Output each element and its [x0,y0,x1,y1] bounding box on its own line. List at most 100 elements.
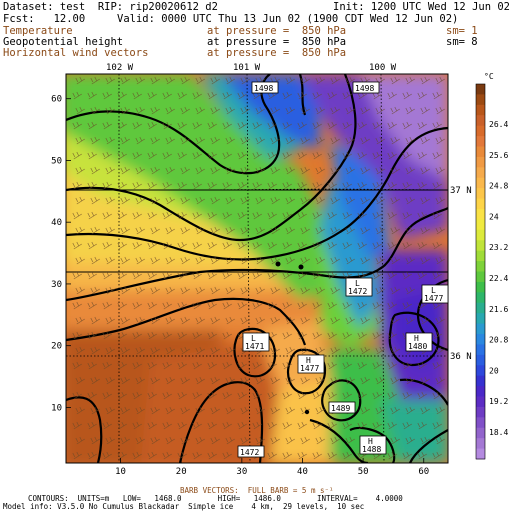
wind-barb [402,181,412,190]
wind-barb [207,151,217,160]
wind-barb [225,136,235,145]
wind-barb [267,301,277,310]
colorbar-swatch [476,219,485,231]
svg-text:H: H [306,356,311,365]
wind-barb [375,406,385,415]
wind-barb [225,376,235,385]
wind-barb [405,226,415,235]
wind-barb [387,151,397,160]
wind-barb [285,346,295,355]
wind-barb [432,391,442,400]
wind-barb [165,76,175,85]
wind-barb [432,361,442,370]
wind-barb [180,316,190,325]
lon-label-101w: 101 W [233,63,261,73]
wind-barb [255,286,265,295]
wind-barb [117,121,127,130]
x-axis: 10 20 30 40 50 60 [115,458,429,477]
wind-barb [165,286,175,295]
wind-barb [315,256,325,265]
wind-barb [195,136,205,145]
wind-barb [270,226,280,235]
colorbar-swatch [476,167,485,179]
wind-barb [330,346,340,355]
colorbar-swatch [476,438,485,450]
wind-barb [207,421,217,430]
wind-barb [252,421,262,430]
wind-barb [222,271,232,280]
wind-barb [330,376,340,385]
wind-barb [225,226,235,235]
wind-barb [300,226,310,235]
wind-barb [375,256,385,265]
wind-barb [132,421,142,430]
wind-barb [102,361,112,370]
wind-barb [210,76,220,85]
wind-barb [435,436,445,445]
wind-barb [120,226,130,235]
wind-barb [90,316,100,325]
wind-barb [225,346,235,355]
wind-barb [342,241,352,250]
wind-barb [225,436,235,445]
wind-barb [435,196,445,205]
wind-barb [222,421,232,430]
wind-barb [102,91,112,100]
wind-barb [240,376,250,385]
wind-barb [297,331,307,340]
lon-label-102w: 102 W [106,63,134,73]
wind-barb [360,376,370,385]
wind-barb [432,211,442,220]
wind-barb [357,121,367,130]
fcst-line: Fcst: 12.00 [3,13,86,25]
wind-barb [267,421,277,430]
wind-barb [222,301,232,310]
wind-barb [132,91,142,100]
colorbar-swatch [476,427,485,439]
colorbar-swatch [476,136,485,147]
field-2-level: at pressure = 850 hPa [207,36,347,48]
svg-text:H: H [368,437,373,446]
wind-barb [300,256,310,265]
wind-barb [210,436,220,445]
wind-barb [132,451,142,460]
wind-barb [225,106,235,115]
wind-barb [222,181,232,190]
wind-barb [315,166,325,175]
wind-barb [387,421,397,430]
wind-barb [270,196,280,205]
wind-barb [420,316,430,325]
wind-barb [222,241,232,250]
wind-barb [132,121,142,130]
wind-barb [255,166,265,175]
wind-barb [252,211,262,220]
wind-barb [252,391,262,400]
wind-barb [390,406,400,415]
field-3-level: at pressure = 850 hPa [207,47,347,59]
wind-barb [372,301,382,310]
wind-barb [327,91,337,100]
wind-barb [402,451,412,460]
wind-barb [87,91,97,100]
wind-barb [417,241,427,250]
wind-barb [375,376,385,385]
wind-barb [297,121,307,130]
wind-barb [120,76,130,85]
wind-barb [285,76,295,85]
wind-barb [357,211,367,220]
wind-barb [87,211,97,220]
wind-barb [432,151,442,160]
wind-barb [252,241,262,250]
wind-barb [327,301,337,310]
wind-barb [405,136,415,145]
wind-barb [105,136,115,145]
wind-barb [150,286,160,295]
wind-barb [195,436,205,445]
wind-barb [360,226,370,235]
wind-barb [297,91,307,100]
wind-barb [387,121,397,130]
wind-barb [297,391,307,400]
wind-barb [132,331,142,340]
wind-barb [360,136,370,145]
y-tick-label: 30 [51,280,62,290]
